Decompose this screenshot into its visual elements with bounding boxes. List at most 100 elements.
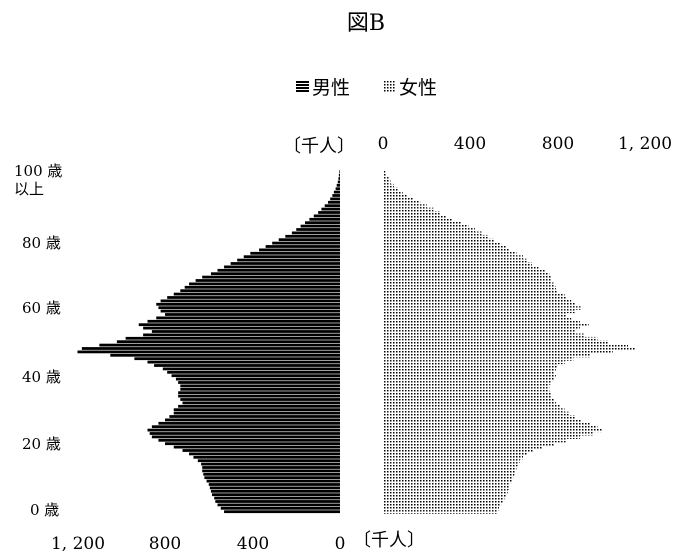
- male-bar: [195, 279, 340, 282]
- unit-label-top: 〔千人〕: [283, 136, 355, 157]
- male-bar: [110, 353, 340, 357]
- unit-label-bottom: 〔千人〕: [353, 530, 425, 551]
- male-bar: [147, 428, 340, 432]
- male-bar: [265, 245, 340, 248]
- female-bar: [383, 258, 528, 263]
- female-bar: [383, 224, 469, 229]
- male-bar: [291, 231, 340, 235]
- male-bar: [259, 248, 340, 252]
- female-bar: [383, 428, 602, 433]
- female-bar: [383, 302, 576, 307]
- female-bar: [383, 347, 635, 351]
- female-bar: [383, 415, 576, 419]
- male-bar: [178, 391, 340, 395]
- female-bar: [383, 217, 453, 222]
- male-bar: [214, 496, 340, 500]
- male-bar: [201, 462, 340, 466]
- male-bar: [143, 326, 340, 330]
- female-bar: [383, 425, 598, 429]
- male-bar: [339, 170, 340, 174]
- male-bar: [309, 217, 340, 221]
- female-bar: [383, 367, 556, 371]
- female-bar: [383, 343, 628, 348]
- female-bar: [383, 381, 552, 385]
- female-bar: [383, 180, 391, 184]
- female-bar: [383, 262, 532, 266]
- legend-swatch-male: [296, 80, 309, 93]
- male-bar: [250, 251, 340, 255]
- female-bar: [383, 187, 399, 191]
- female-tick-label: 800: [542, 134, 574, 154]
- male-bar: [134, 357, 340, 361]
- female-bar: [383, 377, 554, 382]
- female-bar: [383, 503, 502, 507]
- male-bar: [184, 285, 340, 289]
- female-bar: [383, 194, 408, 198]
- female-bar: [383, 323, 589, 327]
- female-bar: [383, 404, 561, 409]
- male-bar: [278, 238, 340, 242]
- male-bar: [224, 265, 340, 269]
- female-bar: [383, 472, 515, 477]
- legend-swatch-female: [383, 80, 396, 93]
- female-bar: [383, 340, 609, 344]
- female-bar: [383, 476, 514, 480]
- male-bar: [220, 506, 340, 510]
- male-bar: [296, 228, 340, 231]
- female-bar: [383, 316, 572, 320]
- male-bar: [217, 268, 340, 272]
- female-bar: [383, 248, 510, 252]
- male-bar: [154, 364, 340, 367]
- female-bar: [383, 483, 510, 487]
- female-bar: [383, 489, 508, 494]
- female-bar: [383, 510, 497, 514]
- age-label-100: 100 歳: [14, 162, 62, 180]
- chart-title: 図B: [347, 11, 385, 36]
- female-bar: [383, 391, 552, 395]
- female-bar: [383, 255, 523, 259]
- male-bar: [173, 408, 340, 412]
- male-bar: [77, 350, 340, 354]
- female-bar: [383, 183, 394, 188]
- male-bar: [333, 190, 340, 194]
- male-bar: [171, 374, 340, 378]
- female-bar: [383, 387, 550, 392]
- age-label-40: 40 歳: [22, 368, 61, 386]
- female-bar: [383, 333, 585, 337]
- female-bar: [383, 449, 534, 453]
- male-bar: [125, 336, 340, 340]
- female-bar: [383, 435, 580, 439]
- female-bar: [383, 319, 580, 324]
- female-bar: [383, 364, 558, 368]
- male-bar: [143, 333, 340, 337]
- legend-label-male: 男性: [312, 77, 350, 99]
- male-bar: [151, 435, 340, 439]
- male-bar: [158, 421, 340, 425]
- female-bar: [383, 313, 567, 317]
- female-bar: [383, 469, 516, 473]
- male-bar: [237, 258, 340, 262]
- male-bar: [167, 370, 340, 374]
- female-bar: [383, 466, 517, 470]
- female-bar: [383, 459, 520, 463]
- female-bar: [383, 231, 482, 235]
- age-label-0: 0 歳: [30, 501, 59, 519]
- male-bar: [337, 180, 340, 184]
- male-bar: [285, 234, 340, 238]
- female-bars: [383, 170, 635, 514]
- male-bar: [324, 204, 340, 208]
- female-tick-label: 0: [378, 134, 389, 154]
- female-bar: [383, 500, 504, 504]
- male-bar: [156, 302, 340, 306]
- female-bar: [383, 190, 403, 195]
- male-bar: [224, 510, 340, 514]
- male-bar: [81, 347, 340, 350]
- female-bar: [383, 506, 499, 511]
- legend: 男性 女性: [296, 77, 437, 99]
- female-bar: [383, 432, 593, 436]
- female-bar: [383, 296, 567, 300]
- male-bar: [243, 255, 340, 259]
- male-bar: [210, 272, 340, 276]
- male-bar: [182, 401, 340, 405]
